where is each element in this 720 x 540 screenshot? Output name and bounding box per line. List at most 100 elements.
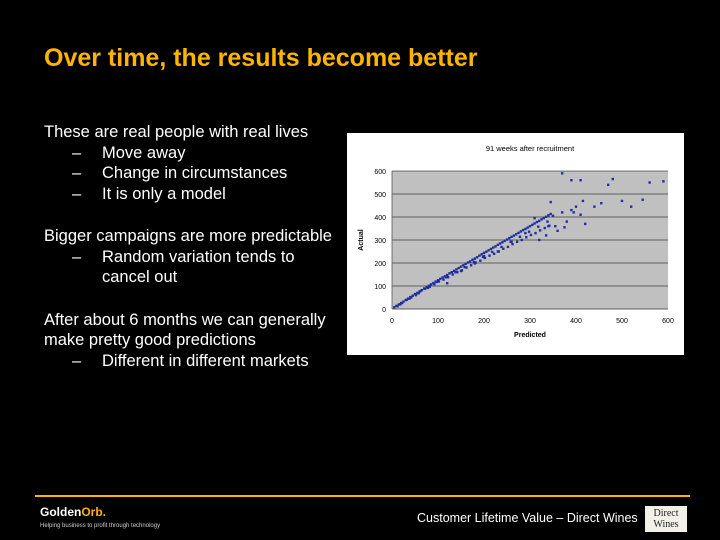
bullet-text: These are real people with real lives	[44, 123, 309, 141]
data-point	[487, 249, 490, 252]
dash-marker: –	[72, 184, 82, 203]
partner-logo-line: Direct	[653, 508, 679, 519]
data-point	[426, 286, 430, 290]
data-point	[491, 250, 494, 254]
data-point	[451, 273, 454, 276]
y-tick-label: 300	[374, 238, 386, 245]
data-point	[442, 278, 445, 281]
data-point	[480, 253, 483, 256]
y-tick-label: 200	[374, 261, 386, 268]
data-point	[515, 240, 519, 244]
goldenorb-logo: GoldenOrb.	[40, 505, 106, 519]
data-point	[534, 231, 537, 235]
data-point	[535, 220, 539, 224]
data-point	[472, 260, 476, 264]
data-point	[420, 288, 424, 292]
data-point	[525, 236, 528, 239]
y-axis-label: Actual	[358, 229, 365, 250]
data-point	[584, 222, 587, 226]
data-point	[475, 256, 479, 259]
sub-bullet: – Move away	[72, 143, 344, 164]
data-point	[542, 216, 545, 220]
bullet-group-1: These are real people with real lives – M…	[44, 122, 344, 204]
data-point	[641, 198, 644, 201]
partner-logo-line: Wines	[653, 519, 679, 530]
data-point	[529, 233, 533, 237]
data-point	[454, 271, 457, 274]
data-point	[546, 220, 549, 223]
data-point	[483, 256, 487, 260]
data-point	[511, 242, 514, 246]
x-tick-label: 300	[524, 318, 536, 325]
data-point	[554, 225, 557, 228]
data-point	[459, 265, 463, 268]
data-point	[524, 227, 527, 231]
data-point	[505, 238, 509, 241]
data-point	[446, 282, 449, 285]
data-point	[515, 233, 518, 236]
data-point	[423, 287, 427, 290]
data-point	[457, 266, 460, 270]
data-point	[544, 215, 548, 218]
data-point	[479, 259, 482, 262]
data-point	[428, 285, 431, 289]
data-point	[537, 225, 540, 228]
sub-bullet-text: Move away	[102, 143, 186, 162]
data-point	[488, 254, 491, 257]
data-point	[570, 208, 573, 212]
data-point	[543, 226, 546, 230]
y-tick-label: 0	[382, 307, 386, 314]
direct-wines-logo: Direct Wines	[645, 506, 687, 532]
data-point	[561, 172, 564, 175]
data-point	[494, 245, 497, 248]
data-point	[620, 199, 624, 203]
data-point	[414, 294, 418, 297]
chart-title: 91 weeks after recruitment	[486, 144, 575, 153]
data-point	[405, 298, 408, 301]
data-point	[533, 216, 536, 220]
sub-bullet: – It is only a model	[72, 184, 344, 205]
data-point	[452, 269, 456, 273]
data-point	[496, 243, 499, 247]
logo-text-orb: Orb.	[81, 505, 107, 519]
data-point	[593, 205, 596, 208]
x-axis-label: Predicted	[514, 332, 546, 339]
data-point	[425, 286, 428, 289]
data-point	[473, 257, 476, 260]
data-point	[482, 254, 486, 258]
scatter-chart: 0 100 200 300 400 500 600 0 100 200 300 400 500 600 91…	[347, 133, 684, 355]
logo-text-golden: Golden	[40, 505, 82, 519]
data-point	[551, 214, 555, 218]
data-point	[549, 212, 552, 216]
data-point	[434, 280, 437, 283]
data-point	[448, 272, 451, 275]
data-point	[520, 238, 523, 242]
y-tick-label: 100	[374, 284, 386, 291]
data-point	[393, 305, 396, 309]
sub-bullet: – Change in circumstances	[72, 163, 344, 184]
slide-title: Over time, the results become better	[44, 44, 478, 72]
data-point	[492, 252, 496, 255]
data-point	[630, 205, 633, 208]
data-point	[549, 200, 552, 204]
sub-bullet-text: Change in circumstances	[102, 164, 288, 182]
bullet-group-3: After about 6 months we can generally ma…	[44, 310, 344, 372]
sub-bullet-text: Random variation tends to cancel out	[102, 247, 295, 287]
data-point	[408, 297, 411, 300]
sub-bullet: – Random variation tends to cancel out	[72, 247, 344, 288]
data-point	[500, 245, 503, 249]
data-point	[446, 276, 450, 279]
data-point	[462, 264, 465, 267]
data-point	[556, 229, 559, 232]
data-point	[485, 250, 488, 253]
logo-tagline: Helping business to profit through techn…	[40, 523, 161, 529]
data-point	[528, 225, 532, 228]
footer-divider	[35, 495, 690, 497]
data-point	[433, 282, 436, 286]
data-point	[538, 229, 542, 232]
data-point	[563, 226, 566, 229]
data-point	[579, 179, 582, 182]
data-point	[417, 292, 420, 295]
data-point	[396, 305, 399, 308]
bullet-text: Bigger campaigns are more predictable	[44, 227, 332, 245]
